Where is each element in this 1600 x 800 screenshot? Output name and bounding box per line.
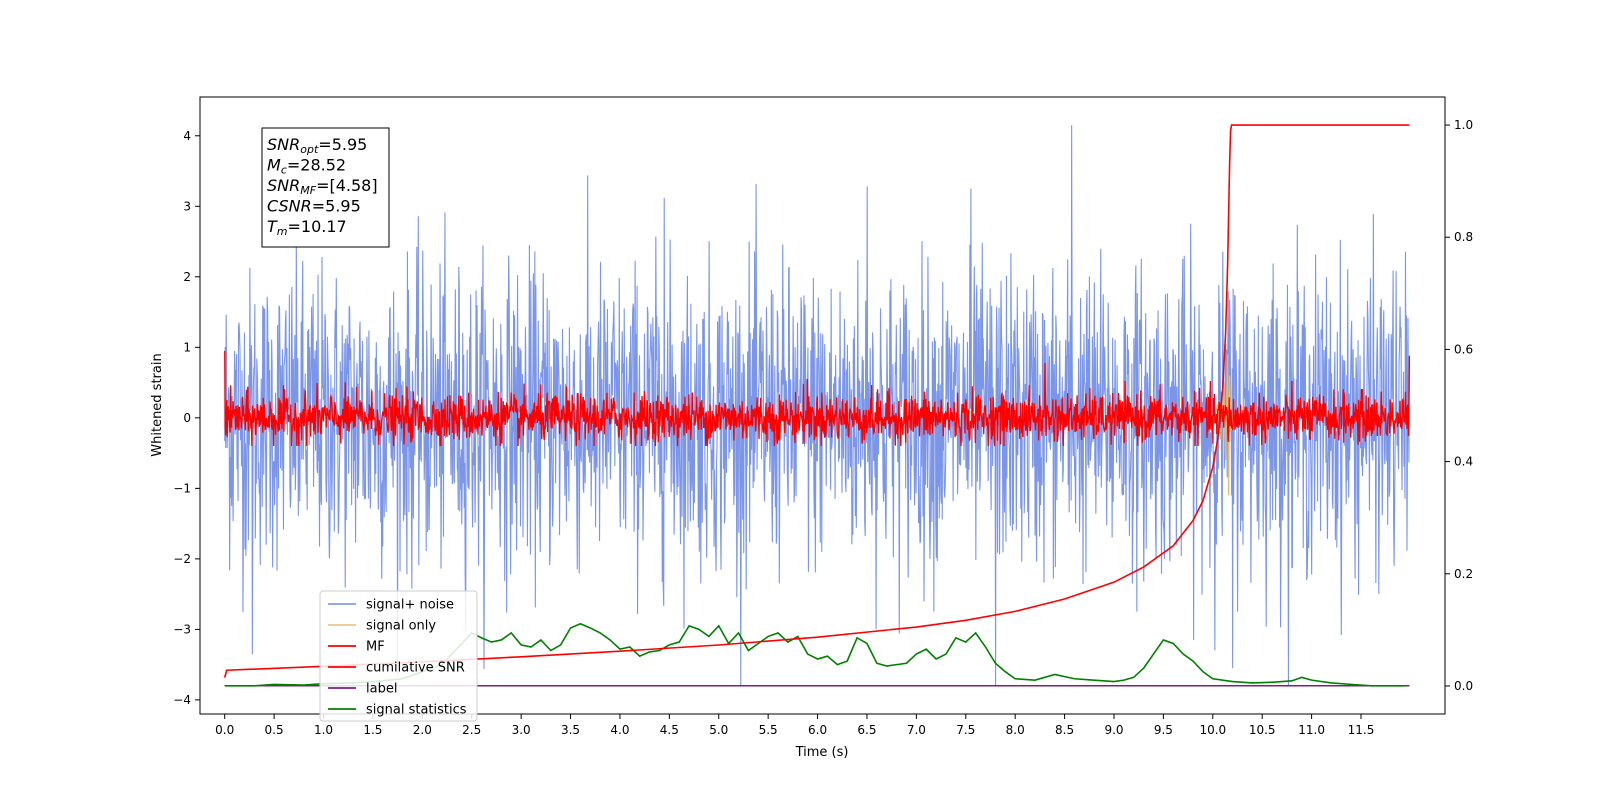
annotation-value: =5.95 — [312, 197, 361, 216]
series-cumulative-snr-line — [223, 124, 1410, 678]
legend-entry-label: signal+ noise — [366, 598, 454, 613]
annotation-box-frame — [261, 127, 390, 248]
x-tick-label: 9.0 — [1104, 723, 1123, 737]
x-tick-label: 6.5 — [857, 723, 876, 737]
y-axis-label: Whitened strain — [150, 353, 165, 456]
y-axis-left: 4 3 2 1 0 −1 −2 −3 −4 — [173, 129, 200, 707]
y2-tick-label: 0.6 — [1454, 342, 1473, 356]
x-tick-label: 4.0 — [610, 723, 629, 737]
annotation-value: =10.17 — [288, 217, 347, 236]
annotation-subscript: MF — [300, 184, 316, 197]
legend-entry-label: signal only — [366, 619, 436, 634]
y-tick-label: −4 — [173, 693, 191, 707]
series-signal-statistics-line — [224, 622, 1406, 687]
x-tick-label: 3.5 — [561, 723, 580, 737]
y2-tick-label: 0.4 — [1454, 455, 1473, 469]
x-axis: 0.0 0.5 1.0 1.5 2.0 2.5 3.0 3.5 4.0 4.5 5.0 5.5 6.0 6… — [215, 714, 1374, 737]
x-tick-label: 11.0 — [1298, 723, 1325, 737]
x-tick-label: 6.0 — [808, 723, 827, 737]
y-tick-label: 2 — [183, 270, 191, 284]
y2-tick-label: 0.0 — [1454, 679, 1473, 693]
x-tick-label: 7.0 — [907, 723, 926, 737]
annotation-line: CSNR=5.95 — [267, 197, 361, 216]
x-tick-label: 3.0 — [512, 723, 531, 737]
annotation-symbol: M — [267, 156, 281, 175]
x-tick-label: 1.5 — [363, 723, 382, 737]
x-tick-label: 7.5 — [956, 723, 975, 737]
y-axis-right: 1.0 0.8 0.6 0.4 0.2 0.0 — [1445, 118, 1473, 693]
annotation-line: Tm=10.17 — [267, 217, 347, 238]
x-tick-label: 5.0 — [709, 723, 728, 737]
legend-entry-label: cumilative SNR — [366, 661, 465, 676]
legend-entry-label: MF — [366, 640, 385, 655]
plot-frame — [199, 96, 1446, 715]
annotation-value: =5.95 — [318, 135, 367, 154]
x-tick-label: 5.5 — [759, 723, 778, 737]
x-tick-label: 8.0 — [1006, 723, 1025, 737]
annotation-line: SNRMF=[4.58] — [267, 176, 378, 197]
annotation-symbol: SNR — [267, 135, 300, 154]
y-tick-label: −2 — [173, 552, 191, 566]
legend-entry-label: label — [366, 682, 397, 697]
annotation-line: Mc=28.52 — [267, 156, 346, 177]
annotation-line: SNRopt=5.95 — [267, 135, 367, 156]
x-tick-label: 2.0 — [413, 723, 432, 737]
annotation-value: =28.52 — [287, 156, 346, 175]
x-tick-label: 11.5 — [1348, 723, 1375, 737]
annotation-value: =[4.58] — [316, 176, 378, 195]
annotation-box: SNRopt=5.95Mc=28.52SNRMF=[4.58]CSNR=5.95… — [261, 127, 390, 248]
annotation-symbol: SNR — [267, 176, 300, 195]
annotation-symbol: T — [267, 217, 278, 236]
y2-tick-label: 0.8 — [1454, 230, 1473, 244]
y-tick-label: 4 — [183, 129, 191, 143]
y-tick-label: −1 — [173, 481, 191, 495]
legend-frame — [319, 590, 478, 722]
x-tick-label: 10.0 — [1199, 723, 1226, 737]
x-tick-label: 8.5 — [1055, 723, 1074, 737]
x-tick-label: 9.5 — [1154, 723, 1173, 737]
y2-tick-label: 1.0 — [1454, 118, 1473, 132]
annotation-symbol: CSNR — [267, 197, 312, 216]
annotation-subscript: opt — [300, 143, 319, 156]
legend-entry-label: signal statistics — [366, 703, 467, 718]
x-tick-label: 4.5 — [660, 723, 679, 737]
y-tick-label: 0 — [183, 411, 191, 425]
annotation-subscript: c — [281, 164, 287, 177]
x-tick-label: 1.0 — [314, 723, 333, 737]
x-tick-label: 0.5 — [265, 723, 284, 737]
x-tick-label: 2.5 — [462, 723, 481, 737]
x-tick-label: 0.0 — [215, 723, 234, 737]
y-tick-label: 3 — [183, 199, 191, 213]
x-tick-label: 10.5 — [1249, 723, 1276, 737]
y-tick-label: −3 — [173, 622, 191, 636]
series-mf-line — [224, 350, 1411, 447]
y2-tick-label: 0.2 — [1454, 567, 1473, 581]
x-axis-label: Time (s) — [795, 745, 849, 760]
annotation-subscript: m — [277, 225, 288, 238]
legend: signal+ noise signal only MF cumilative SNR… — [319, 590, 478, 722]
y-tick-label: 1 — [183, 340, 191, 354]
